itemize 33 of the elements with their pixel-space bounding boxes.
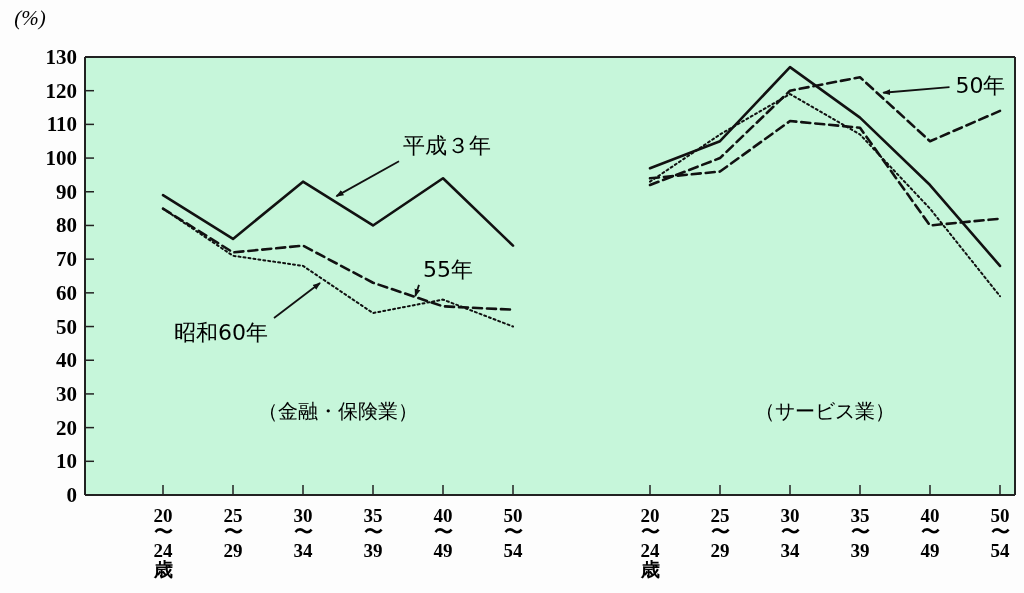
text: （金融・保険業）: [258, 399, 418, 423]
x-tick-label: 25 〜 29: [223, 505, 243, 561]
y-tick-label: 20: [56, 415, 77, 440]
y-tick-label: 120: [45, 78, 77, 103]
y-tick-label: 70: [56, 247, 77, 272]
x-tick-label: 40 〜 49: [433, 505, 453, 561]
y-tick-label: 110: [46, 112, 77, 137]
text: 昭和60年: [174, 320, 268, 346]
legend-label: 50年: [955, 73, 1006, 99]
y-tick-label: 40: [56, 348, 77, 373]
x-tick-label: 30 〜 34: [293, 505, 313, 561]
text: （サービス業）: [755, 399, 895, 423]
y-tick-label: 60: [56, 280, 77, 305]
x-tick-label: 50 〜 54: [990, 505, 1010, 561]
series-label: 55年: [423, 256, 473, 282]
x-tick-label: 35 〜 39: [850, 505, 870, 561]
series-label: 平成３年: [403, 133, 491, 159]
y-tick-label: 90: [56, 179, 77, 204]
x-tick-label: 40 〜 49: [920, 505, 940, 561]
x-tick-label: 20 〜 24 歳: [152, 505, 173, 580]
x-tick-label: 50 〜 54: [503, 505, 523, 561]
y-tick-label: 0: [66, 483, 77, 507]
y-axis-title: (%): [14, 6, 46, 30]
x-tick-label: 30 〜 34: [780, 505, 800, 561]
x-tick-label: 35 〜 39: [363, 505, 383, 561]
y-tick-label: 50: [56, 314, 77, 339]
y-tick-label: 130: [45, 45, 77, 69]
y-tick-label: 80: [56, 213, 77, 238]
y-tick-label: 30: [56, 381, 77, 406]
y-tick-label: 100: [45, 146, 77, 171]
x-tick-label: 25 〜 29: [710, 505, 730, 561]
y-tick-label: 10: [56, 449, 77, 474]
x-tick-label: 20 〜 24 歳: [639, 505, 660, 580]
